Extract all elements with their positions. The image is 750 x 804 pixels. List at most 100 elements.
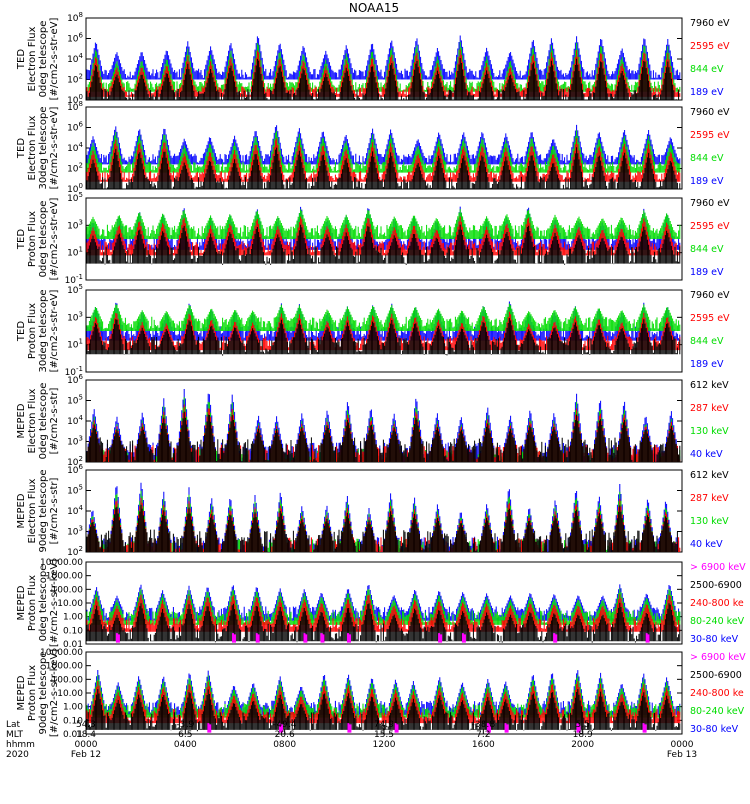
- series-black: [86, 224, 681, 265]
- y-tick-label: 108: [67, 11, 83, 24]
- chart-title: NOAA15: [349, 1, 399, 15]
- y-axis-label: Electron Flux: [27, 388, 38, 453]
- series-black: [86, 411, 681, 462]
- legend-entry: 2595 eV: [690, 41, 730, 52]
- panel-8: 0.01 0.10 1.00 10.00 100.00 1000.00 10000.00 ME…: [16, 648, 746, 740]
- legend-entry: 80-240 keV: [690, 616, 745, 627]
- y-tick-label: 104: [67, 141, 83, 154]
- y-axis-label: MEPED: [16, 403, 27, 438]
- legend-entry: 844 eV: [690, 153, 724, 164]
- x-tick-label: 15.5: [374, 730, 394, 740]
- y-tick-label: 102: [67, 162, 83, 175]
- y-tick-label: 106: [67, 32, 83, 45]
- x-tick-label: 1600: [472, 740, 495, 750]
- legend-entry: 7960 eV: [690, 107, 730, 118]
- legend-entry: 2500-6900: [690, 670, 742, 681]
- x-tick-label: 54.3: [76, 720, 96, 730]
- series-green: [86, 130, 681, 173]
- x-tick-label: 7.2: [476, 730, 490, 740]
- y-axis-label: [#/cm2-s-str-eV]: [49, 107, 60, 190]
- x-row-label: MLT: [6, 730, 24, 740]
- y-axis-label: 30deg telescope: [38, 289, 49, 372]
- y-axis-label: 0deg telescope: [38, 21, 49, 98]
- x-tick-label: 1200: [373, 740, 396, 750]
- y-tick-label: 103: [67, 525, 83, 538]
- legend-entry: 7960 eV: [690, 198, 730, 209]
- y-tick-label: 101: [67, 338, 83, 351]
- series-green: [86, 209, 681, 239]
- legend-entry: 7960 eV: [690, 290, 730, 301]
- x-tick-label: -49.4: [273, 720, 297, 730]
- y-tick-label: 106: [67, 121, 83, 134]
- legend-entry: 2500-6900: [690, 580, 742, 591]
- x-tick-label: 18.4: [76, 730, 96, 740]
- legend-entry: 612 keV: [690, 470, 729, 481]
- y-tick-label: 102: [67, 73, 83, 86]
- y-tick-label: 10.00: [57, 689, 83, 699]
- x-row-label: Lat: [6, 720, 21, 730]
- panel-7: 0.01 0.10 1.00 10.00 100.00 1000.00 10000.00 ME…: [16, 558, 746, 650]
- y-axis-label: TED: [16, 49, 27, 70]
- series-black: [86, 147, 681, 189]
- series-black: [86, 689, 681, 732]
- y-axis-label: [#/cm2-s-str-eV]: [49, 18, 60, 101]
- y-tick-label: 104: [67, 504, 83, 517]
- series-black: [86, 318, 681, 356]
- x-tick-label: 6.5: [178, 730, 192, 740]
- y-axis-label: [#/cm2-s-str-keV]: [49, 559, 60, 647]
- y-axis-label: [#/cm2-s-str]: [49, 387, 60, 454]
- legend-entry: 130 keV: [690, 426, 729, 437]
- legend-entry: 2595 eV: [690, 313, 730, 324]
- y-axis-label: Electron Flux: [27, 478, 38, 543]
- y-tick-label: 1.00: [63, 613, 83, 623]
- series-blue: [86, 124, 681, 165]
- y-tick-label: 10000.00: [40, 558, 83, 568]
- legend-entry: 240-800 ke: [690, 688, 744, 699]
- y-tick-label: 1.00: [63, 703, 83, 713]
- legend-entry: 189 eV: [690, 267, 724, 278]
- y-axis-label: Electron Flux: [27, 26, 38, 91]
- y-tick-label: 0.10: [63, 626, 83, 636]
- series-blue: [86, 35, 681, 80]
- legend-entry: 189 eV: [690, 176, 724, 187]
- y-tick-label: 1000.00: [46, 572, 83, 582]
- x-tick-label: 0400: [174, 740, 197, 750]
- y-tick-label: 103: [67, 435, 83, 448]
- x-tick-label: Feb 12: [71, 750, 101, 760]
- y-tick-label: 0.10: [63, 716, 83, 726]
- y-tick-label: 104: [67, 414, 83, 427]
- y-axis-label: TED: [16, 229, 27, 250]
- y-axis-label: Proton Flux: [27, 665, 38, 721]
- legend-entry: > 6900 keV: [690, 652, 746, 663]
- x-tick-label: 2000: [571, 740, 594, 750]
- legend-entry: 40 keV: [690, 539, 723, 550]
- legend-entry: 2595 eV: [690, 130, 730, 141]
- series-green: [86, 303, 681, 331]
- y-axis-label: 0deg telescope: [38, 201, 49, 278]
- y-tick-label: 105: [67, 394, 83, 407]
- y-axis-label: 90deg telescope: [38, 469, 49, 552]
- y-axis-label: MEPED: [16, 493, 27, 528]
- legend-entry: 2595 eV: [690, 221, 730, 232]
- y-axis-label: 0deg telescope: [38, 383, 49, 460]
- y-axis-label: Proton Flux: [27, 303, 38, 359]
- x-row-label: 2020: [6, 750, 29, 760]
- legend-entry: 189 eV: [690, 87, 724, 98]
- y-tick-label: 103: [67, 310, 83, 323]
- y-tick-label: 0.01: [63, 730, 83, 740]
- series-green: [86, 674, 681, 718]
- x-tick-label: 0000: [75, 740, 98, 750]
- legend-entry: 80-240 keV: [690, 706, 745, 717]
- y-axis-label: Proton Flux: [27, 575, 38, 631]
- legend-entry: 287 keV: [690, 403, 729, 414]
- y-tick-label: 100.00: [52, 585, 84, 595]
- x-tick-label: -38.8: [472, 720, 496, 730]
- panel-frame: [85, 197, 683, 281]
